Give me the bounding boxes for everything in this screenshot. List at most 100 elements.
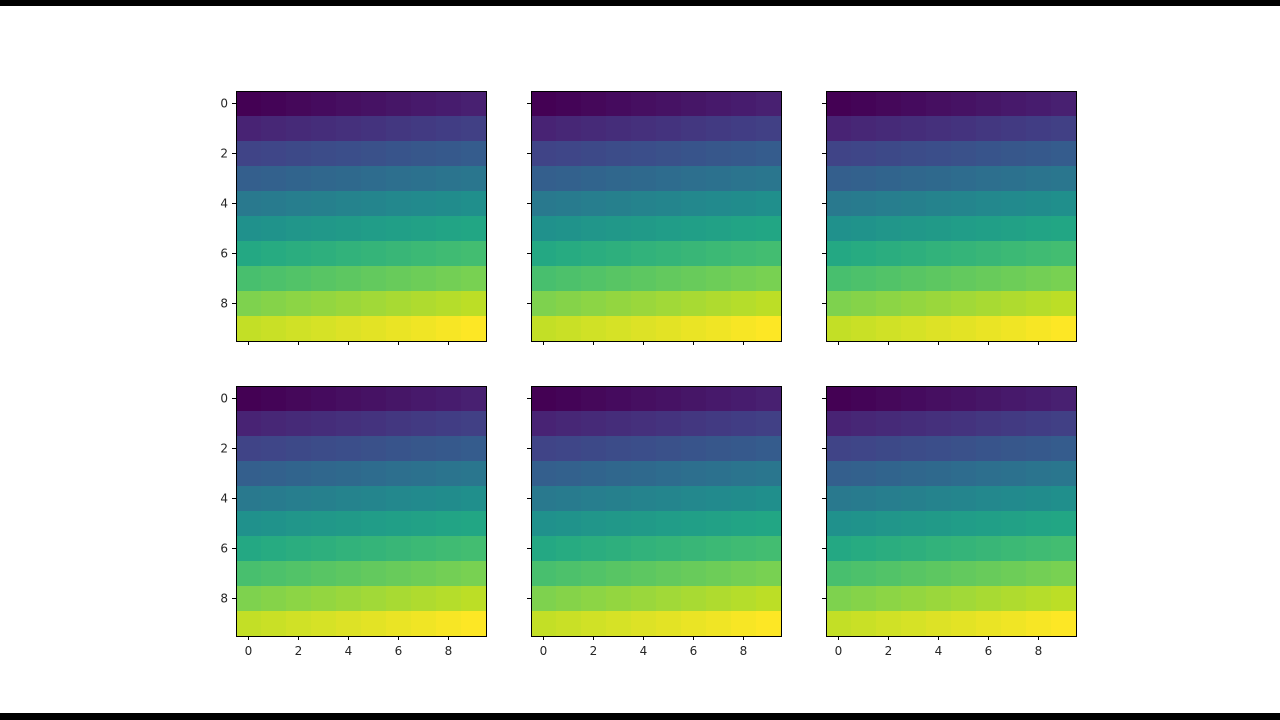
x-tick-label: 2 <box>885 644 893 658</box>
heatmap-cell <box>581 411 607 437</box>
heatmap-cell <box>386 386 412 412</box>
x-tick-label: 6 <box>985 644 993 658</box>
heatmap-cell <box>631 116 657 142</box>
heatmap-cell <box>556 216 582 242</box>
heatmap-cell <box>706 116 732 142</box>
heatmap-cell <box>461 191 487 217</box>
heatmap-cell <box>756 511 782 537</box>
heatmap-cell <box>606 91 632 117</box>
heatmap-cell <box>531 266 557 292</box>
heatmap-cell <box>411 241 437 267</box>
heatmap-cell <box>901 536 927 562</box>
y-tick-label: 4 <box>220 492 228 506</box>
heatmap-cell <box>461 91 487 117</box>
heatmap-cell <box>826 461 852 487</box>
heatmap-cell <box>1026 266 1052 292</box>
heatmap-cell <box>951 461 977 487</box>
heatmap-cell <box>581 386 607 412</box>
heatmap-cell <box>286 116 312 142</box>
heatmap-cell <box>1051 461 1077 487</box>
heatmap-cell <box>851 561 877 587</box>
heatmap-cell <box>706 386 732 412</box>
heatmap-cell <box>826 216 852 242</box>
heatmap-cell <box>851 461 877 487</box>
heatmap-cell <box>311 461 337 487</box>
heatmap-cell <box>951 291 977 317</box>
heatmap-cell <box>1026 411 1052 437</box>
heatmap-cell <box>976 191 1002 217</box>
heatmap-cell <box>1026 586 1052 612</box>
heatmap-cell <box>286 611 312 637</box>
heatmap-cell <box>706 316 732 342</box>
heatmap-cell <box>851 586 877 612</box>
heatmap-cell <box>1026 291 1052 317</box>
heatmap-cell <box>581 166 607 192</box>
heatmap-cell <box>531 411 557 437</box>
heatmap-cell <box>681 141 707 167</box>
heatmap-cell <box>606 436 632 462</box>
heatmap-cell <box>731 511 757 537</box>
heatmap-cell <box>1001 386 1027 412</box>
heatmap-cell <box>1001 266 1027 292</box>
heatmap-cell <box>1001 611 1027 637</box>
heatmap-cell <box>756 166 782 192</box>
x-tick-label: 0 <box>835 644 843 658</box>
heatmap-cell <box>631 141 657 167</box>
heatmap-cell <box>851 386 877 412</box>
heatmap-cell <box>336 536 362 562</box>
heatmap-cell <box>336 91 362 117</box>
heatmap-cell <box>901 116 927 142</box>
heatmap-cell <box>436 436 462 462</box>
heatmap-cell <box>286 436 312 462</box>
heatmap-cell <box>1051 511 1077 537</box>
heatmap-cell <box>336 116 362 142</box>
heatmap-cell <box>1051 216 1077 242</box>
heatmap-cell <box>581 461 607 487</box>
heatmap-cell <box>876 91 902 117</box>
heatmap-cell <box>951 536 977 562</box>
heatmap-cell <box>876 241 902 267</box>
heatmap-cell <box>681 511 707 537</box>
heatmap-cell <box>976 241 1002 267</box>
heatmap-cell <box>411 436 437 462</box>
heatmap-cell <box>411 116 437 142</box>
heatmap-cell <box>286 411 312 437</box>
heatmap-cell <box>336 291 362 317</box>
heatmap-cell <box>731 216 757 242</box>
heatmap-cell <box>731 611 757 637</box>
heatmap-cell <box>976 216 1002 242</box>
heatmap-cell <box>756 91 782 117</box>
heatmap-cell <box>976 611 1002 637</box>
heatmap-cell <box>606 411 632 437</box>
x-tick-label: 6 <box>690 644 698 658</box>
heatmap-cell <box>731 191 757 217</box>
heatmap-cell <box>261 461 287 487</box>
heatmap-cell <box>851 216 877 242</box>
heatmap-cell <box>336 586 362 612</box>
heatmap-cell <box>531 166 557 192</box>
heatmap-cell <box>436 116 462 142</box>
heatmap-cell <box>876 216 902 242</box>
heatmap-cell <box>236 386 262 412</box>
y-tick-label: 8 <box>220 592 228 606</box>
heatmap-cell <box>581 116 607 142</box>
heatmap-cell <box>826 386 852 412</box>
heatmap-cell <box>681 91 707 117</box>
heatmap-cell <box>851 241 877 267</box>
heatmap-cell <box>236 461 262 487</box>
heatmap-cell <box>461 386 487 412</box>
heatmap-cell <box>926 191 952 217</box>
heatmap-cell <box>361 116 387 142</box>
heatmap-cell <box>901 291 927 317</box>
heatmap-cell <box>1051 91 1077 117</box>
heatmap-cell <box>311 511 337 537</box>
heatmap-cell <box>1051 611 1077 637</box>
heatmap-cell <box>436 241 462 267</box>
heatmap-cell <box>656 611 682 637</box>
heatmap-cell <box>236 486 262 512</box>
heatmap-cell <box>1051 191 1077 217</box>
heatmap-cell <box>336 386 362 412</box>
heatmap-cell <box>756 116 782 142</box>
heatmap-cell <box>361 266 387 292</box>
heatmap-cell <box>876 116 902 142</box>
